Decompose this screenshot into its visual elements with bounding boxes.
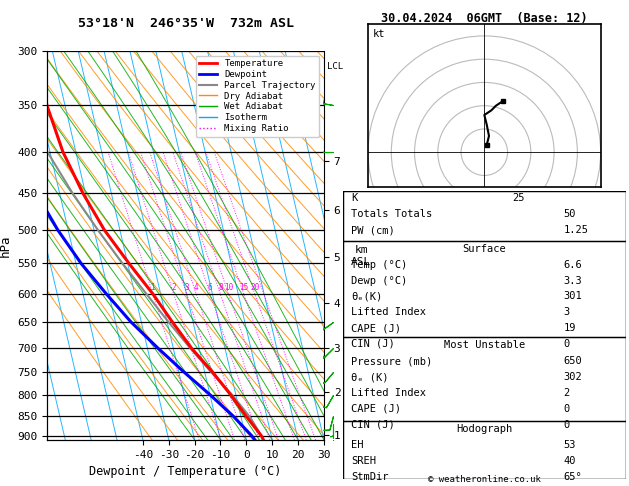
Text: 2: 2 [564, 388, 570, 398]
Text: PW (cm): PW (cm) [351, 225, 395, 235]
Text: 301: 301 [564, 292, 582, 301]
Text: CIN (J): CIN (J) [351, 419, 395, 430]
Text: 0: 0 [564, 339, 570, 349]
Text: 15: 15 [239, 283, 248, 292]
Text: 6: 6 [208, 283, 213, 292]
Text: StmDir: StmDir [351, 471, 389, 482]
Text: 3: 3 [564, 307, 570, 317]
Text: 50: 50 [564, 209, 576, 219]
Text: © weatheronline.co.uk: © weatheronline.co.uk [428, 474, 541, 484]
Text: 20: 20 [250, 283, 260, 292]
Text: Dewp (°C): Dewp (°C) [351, 276, 408, 286]
Text: 40: 40 [564, 456, 576, 466]
Text: 0: 0 [564, 404, 570, 414]
Text: 3: 3 [184, 283, 189, 292]
Text: 19: 19 [564, 323, 576, 333]
Text: CAPE (J): CAPE (J) [351, 404, 401, 414]
Text: LCL: LCL [326, 62, 343, 71]
Text: 4: 4 [194, 283, 199, 292]
Text: 53°18'N  246°35'W  732m ASL: 53°18'N 246°35'W 732m ASL [77, 17, 294, 30]
Text: Temp (°C): Temp (°C) [351, 260, 408, 270]
Text: 1.25: 1.25 [564, 225, 589, 235]
X-axis label: Dewpoint / Temperature (°C): Dewpoint / Temperature (°C) [89, 465, 282, 478]
Text: 8: 8 [218, 283, 223, 292]
Text: 2: 2 [171, 283, 176, 292]
Text: Totals Totals: Totals Totals [351, 209, 433, 219]
Text: 65°: 65° [564, 471, 582, 482]
Text: 30.04.2024  06GMT  (Base: 12): 30.04.2024 06GMT (Base: 12) [381, 12, 587, 25]
Text: 1: 1 [150, 283, 155, 292]
Text: 25: 25 [513, 193, 525, 204]
Text: 6.6: 6.6 [564, 260, 582, 270]
Text: Lifted Index: Lifted Index [351, 388, 426, 398]
Text: CIN (J): CIN (J) [351, 339, 395, 349]
Text: 302: 302 [564, 372, 582, 382]
Text: SREH: SREH [351, 456, 376, 466]
Legend: Temperature, Dewpoint, Parcel Trajectory, Dry Adiabat, Wet Adiabat, Isotherm, Mi: Temperature, Dewpoint, Parcel Trajectory… [196, 55, 320, 137]
Text: θₑ (K): θₑ (K) [351, 372, 389, 382]
Text: K: K [351, 193, 357, 204]
Text: Pressure (mb): Pressure (mb) [351, 356, 433, 366]
Text: kt: kt [373, 29, 385, 39]
Text: Most Unstable: Most Unstable [443, 340, 525, 350]
Text: Lifted Index: Lifted Index [351, 307, 426, 317]
Y-axis label: km
ASL: km ASL [351, 245, 371, 267]
Text: 10: 10 [224, 283, 233, 292]
Text: 53: 53 [564, 440, 576, 450]
Text: 650: 650 [564, 356, 582, 366]
Text: 3.3: 3.3 [564, 276, 582, 286]
Text: 0: 0 [564, 419, 570, 430]
Text: CAPE (J): CAPE (J) [351, 323, 401, 333]
Text: Hodograph: Hodograph [456, 424, 513, 434]
Text: Surface: Surface [462, 244, 506, 254]
Y-axis label: hPa: hPa [0, 234, 12, 257]
Text: θₑ(K): θₑ(K) [351, 292, 382, 301]
Text: EH: EH [351, 440, 364, 450]
